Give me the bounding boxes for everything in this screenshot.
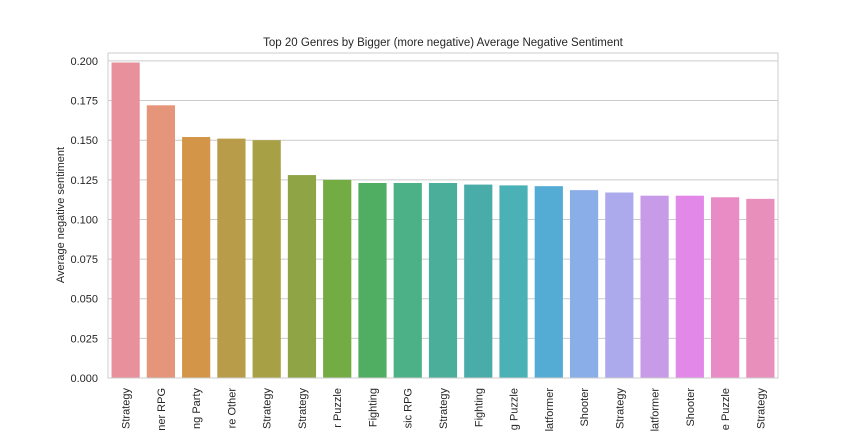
bar	[287, 175, 317, 378]
bar	[323, 179, 352, 378]
x-tick-label: ng Party	[191, 388, 203, 429]
y-tick-label: 0.075	[70, 254, 98, 266]
chart-title: Top 20 Genres by Bigger (more negative) …	[263, 37, 623, 49]
bar	[711, 197, 740, 378]
bar	[605, 192, 634, 378]
x-tick-label: Fighting	[367, 388, 379, 427]
bar	[428, 183, 458, 378]
y-tick-label: 0.100	[70, 214, 98, 226]
bar	[640, 195, 669, 378]
bar	[252, 140, 281, 378]
bar	[746, 198, 775, 378]
x-tick-label: Strategy	[121, 388, 133, 429]
x-tick-label: e Puzzle	[720, 388, 732, 430]
x-tick-label: sic RPG	[403, 388, 415, 428]
bar	[111, 62, 140, 378]
x-tick-label: g Puzzle	[509, 388, 521, 430]
bar	[569, 190, 599, 378]
y-tick-label: 0.000	[70, 373, 98, 385]
bars	[111, 62, 775, 378]
bar	[182, 137, 211, 378]
x-tick-label: ner RPG	[156, 388, 168, 431]
y-tick-label: 0.050	[70, 294, 98, 306]
x-tick-label: re Other	[226, 388, 238, 429]
x-tick-label: latformer	[650, 388, 662, 432]
x-tick-label: Strategy	[614, 388, 626, 429]
x-tick-label: Shooter	[579, 388, 591, 427]
x-tick-label: r Puzzle	[332, 388, 344, 428]
x-tick-label: Strategy	[262, 388, 274, 429]
bar	[146, 105, 175, 378]
bar	[464, 184, 493, 378]
bar	[217, 138, 246, 378]
y-tick-label: 0.025	[70, 333, 98, 345]
y-tick-label: 0.150	[70, 135, 98, 147]
x-tick-labels: Strategy ner RPG ng Party re Other Strategy S…	[121, 388, 768, 432]
bar	[499, 185, 528, 378]
bar	[393, 183, 422, 378]
bar	[358, 183, 387, 378]
y-tick-label: 0.200	[70, 56, 98, 68]
x-tick-label: latformer	[544, 388, 556, 432]
x-tick-label: Fighting	[473, 388, 485, 427]
y-axis-label: Average negative sentiment	[55, 147, 67, 283]
bar	[534, 186, 563, 378]
x-tick-label: Strategy	[297, 388, 309, 429]
x-tick-label: Strategy	[755, 388, 767, 429]
plot-frame	[107, 52, 779, 379]
y-tick-labels: 0.000 0.025 0.050 0.075 0.100 0.125 0.150 0.175…	[70, 56, 98, 385]
y-tick-label: 0.125	[70, 175, 98, 187]
x-tick-label: Strategy	[438, 388, 450, 429]
y-tick-label: 0.175	[70, 96, 98, 108]
x-tick-label: Shooter	[685, 388, 697, 427]
bar	[675, 195, 704, 378]
